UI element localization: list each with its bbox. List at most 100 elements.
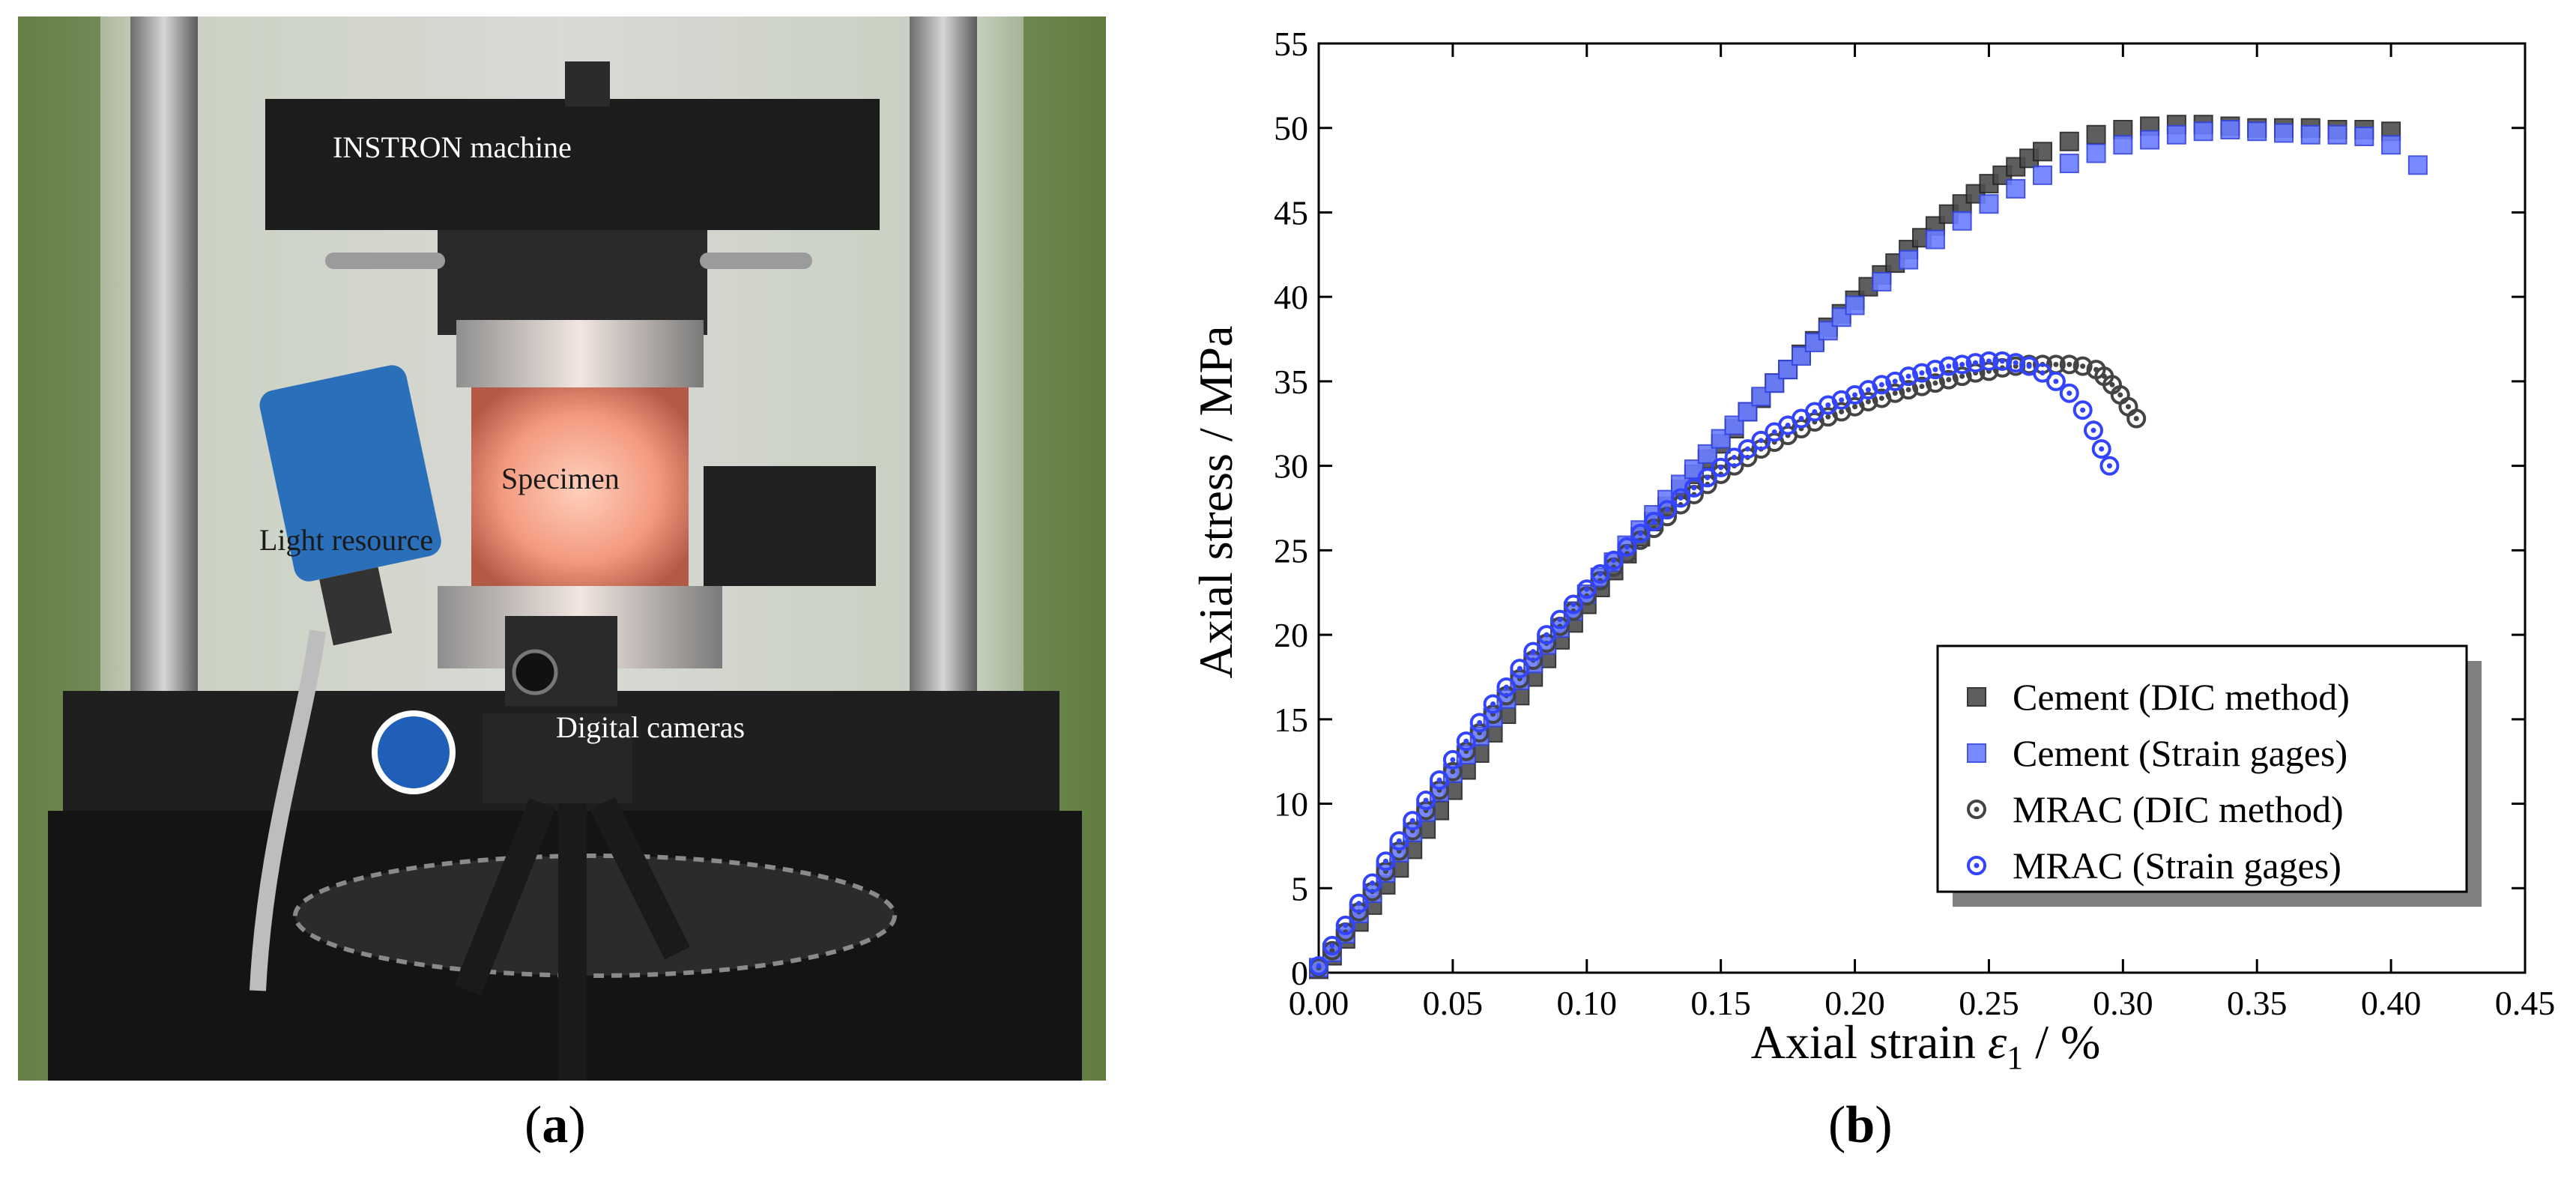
data-point-mrac-strain-gages [1657, 500, 1678, 520]
data-point-cement-strain-gages [1979, 194, 1999, 214]
data-point-mrac-strain-gages [1965, 353, 1986, 373]
data-point-cement-strain-gages [2354, 127, 2374, 146]
chart-panel: 0.00 0.05 0.10 0.15 0.20 0.25 0.30 0.35 0.40 0.45… [1169, 0, 2570, 1079]
side-instrument [704, 466, 876, 586]
data-point-mrac-dic-method-dot [1839, 408, 1845, 414]
data-point-mrac-strain-gages [1872, 375, 1892, 395]
data-point-mrac-strain-gages-dot [1825, 402, 1831, 408]
data-point-mrac-strain-gages-dot [1637, 531, 1643, 537]
machine-column-left [130, 16, 198, 691]
data-point-cement-strain-gages [1952, 211, 1972, 231]
data-point-mrac-strain-gages [1576, 579, 1597, 599]
data-point-mrac-dic-method-dot [1919, 384, 1925, 390]
legend-marker-cement-dic-method [1967, 687, 1986, 707]
data-point-mrac-strain-gages [1925, 360, 1945, 380]
caption-a: (a) [524, 1096, 586, 1154]
legend-marker-mrac-strain-gages [1967, 856, 1986, 875]
data-point-mrac-dic-method-dot [1946, 377, 1952, 383]
data-point-mrac-strain-gages-dot [1450, 757, 1456, 763]
data-point-mrac-strain-gages-dot [1463, 738, 1469, 744]
data-point-mrac-strain-gages [1496, 677, 1517, 697]
data-point-cement-strain-gages [2247, 121, 2267, 142]
x-tick-label: 0.00 [1289, 984, 1349, 1022]
handle-right [700, 253, 812, 269]
data-point-mrac-strain-gages [1389, 831, 1409, 851]
legend-marker-mrac-dic-method-dot [1974, 806, 1980, 812]
data-point-mrac-strain-gages-dot [2099, 446, 2105, 452]
x-tick-label: 0.20 [1824, 984, 1885, 1022]
data-point-mrac-dic-method-dot [1825, 414, 1831, 420]
caption-a-letter: a [542, 1096, 569, 1154]
data-point-mrac-dic-method-dot [1932, 380, 1938, 386]
data-point-mrac-strain-gages [1751, 430, 1771, 450]
data-point-mrac-strain-gages [1483, 694, 1503, 714]
y-tick-label: 30 [1274, 447, 1308, 486]
data-point-cement-strain-gages [2033, 165, 2052, 185]
data-point-mrac-strain-gages [1912, 363, 1932, 383]
data-point-mrac-dic-method [1885, 383, 1905, 403]
legend-label-cement-strain-gages: Cement (Strain gages) [2013, 732, 2347, 774]
data-point-mrac-strain-gages-dot [1785, 423, 1791, 429]
data-point-mrac-strain-gages [1724, 447, 1744, 468]
data-point-mrac-dic-method-dot [1892, 390, 1898, 396]
x-axis-label-prefix: Axial strain [1751, 1015, 1988, 1069]
y-tick-label: 10 [1274, 785, 1308, 824]
data-point-mrac-strain-gages-dot [2053, 378, 2059, 384]
camera-tripod [454, 797, 690, 1081]
upper-platen [456, 320, 704, 387]
data-point-mrac-strain-gages-dot [1409, 818, 1415, 824]
data-point-mrac-dic-method-dot [2133, 416, 2139, 422]
y-tick-label: 55 [1274, 25, 1308, 63]
legend-marker-mrac-strain-gages-dot [1974, 863, 1980, 869]
data-point-mrac-strain-gages [1630, 523, 1651, 543]
y-tick-label: 5 [1291, 869, 1308, 907]
label-specimen: Specimen [501, 462, 620, 495]
data-point-mrac-strain-gages [2091, 439, 2111, 459]
data-point-mrac-dic-method-dot [2066, 361, 2072, 367]
y-tick-label: 45 [1274, 193, 1308, 232]
data-point-cement-strain-gages [2113, 135, 2133, 155]
data-point-mrac-strain-gages-dot [1771, 429, 1777, 435]
data-point-mrac-strain-gages [1671, 488, 1690, 508]
data-point-mrac-strain-gages-dot [1919, 370, 1925, 376]
label-instron-machine: INSTRON machine [333, 130, 572, 164]
data-point-mrac-strain-gages-dot [1370, 881, 1376, 886]
data-point-mrac-strain-gages-dot [1732, 454, 1738, 460]
data-point-mrac-dic-method [2126, 408, 2147, 429]
specimen-block [471, 387, 689, 590]
data-point-mrac-strain-gages-dot [1664, 507, 1670, 513]
data-point-mrac-dic-method-dot [2080, 363, 2086, 369]
data-point-mrac-dic-method [1899, 380, 1919, 400]
photo-panel: INSTRON machine Specimen Light resource … [18, 16, 1106, 1081]
data-point-mrac-strain-gages [1416, 791, 1436, 811]
data-point-mrac-strain-gages [2059, 383, 2079, 403]
data-point-mrac-strain-gages-dot [1611, 558, 1617, 564]
data-point-mrac-strain-gages-dot [1584, 586, 1590, 592]
y-axis-label: Axial stress / MPa [1189, 325, 1242, 678]
legend-label-mrac-dic-method: MRAC (DIC method) [2013, 788, 2344, 830]
data-point-mrac-strain-gages-dot [1423, 797, 1429, 803]
data-point-mrac-dic-method-dot [1329, 948, 1335, 954]
data-point-mrac-strain-gages-dot [1570, 602, 1576, 608]
legend-label-cement-dic-method: Cement (DIC method) [2013, 676, 2350, 718]
y-tick-label: 15 [1274, 701, 1308, 739]
data-point-mrac-strain-gages-dot [2090, 427, 2096, 433]
data-point-mrac-strain-gages-dot [2040, 370, 2046, 376]
x-tick-label: 0.05 [1423, 984, 1484, 1022]
x-tick-label: 0.30 [2093, 984, 2153, 1022]
data-point-mrac-dic-method-dot [1450, 769, 1456, 775]
data-point-mrac-strain-gages [2033, 363, 2052, 383]
data-point-mrac-strain-gages-dot [1932, 366, 1938, 372]
data-point-cement-strain-gages [2327, 124, 2347, 145]
data-point-mrac-strain-gages [1430, 770, 1449, 790]
legend-box [1936, 644, 2468, 893]
data-point-cement-strain-gages [1804, 333, 1824, 353]
data-point-mrac-strain-gages [1617, 537, 1637, 557]
data-point-mrac-strain-gages [1349, 893, 1369, 913]
label-light-resource: Light resource [259, 523, 433, 557]
data-point-mrac-strain-gages [1697, 468, 1717, 488]
data-point-cement-strain-gages [1831, 307, 1851, 327]
data-point-cement-strain-gages [2407, 155, 2428, 175]
data-point-mrac-strain-gages [1376, 851, 1396, 872]
data-point-cement-strain-gages [2193, 121, 2213, 142]
